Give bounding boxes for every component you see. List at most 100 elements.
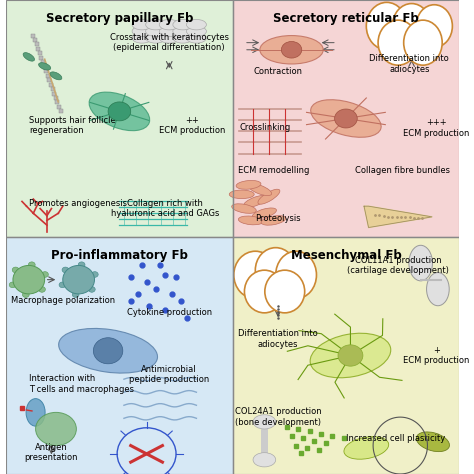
Ellipse shape: [93, 337, 123, 364]
Text: ECM remodelling: ECM remodelling: [238, 166, 309, 175]
Ellipse shape: [366, 2, 407, 50]
Text: Secretory papillary Fb: Secretory papillary Fb: [46, 12, 193, 25]
Ellipse shape: [72, 292, 79, 298]
Ellipse shape: [392, 4, 431, 49]
Text: Mesenchymal Fb: Mesenchymal Fb: [291, 249, 401, 262]
Ellipse shape: [173, 19, 193, 30]
Bar: [6, 237, 233, 474]
Ellipse shape: [146, 19, 165, 30]
Ellipse shape: [59, 282, 66, 288]
Text: Increased cell plasticity: Increased cell plasticity: [346, 434, 446, 443]
Text: Interaction with
T cells and macrophages: Interaction with T cells and macrophages: [29, 374, 134, 393]
Ellipse shape: [38, 63, 51, 70]
Ellipse shape: [62, 267, 69, 273]
Ellipse shape: [244, 195, 267, 208]
Text: COL24A1 production
(bone development): COL24A1 production (bone development): [235, 408, 321, 427]
Text: Crosstalk with keratinocytes
(epidermal differentiation): Crosstalk with keratinocytes (epidermal …: [110, 33, 229, 52]
Ellipse shape: [59, 328, 157, 373]
Ellipse shape: [132, 26, 152, 36]
Bar: [233, 0, 459, 237]
Text: ++
ECM production: ++ ECM production: [159, 116, 225, 135]
Ellipse shape: [276, 251, 317, 299]
Text: +
ECM production: + ECM production: [403, 346, 470, 365]
Text: +++
ECM production: +++ ECM production: [403, 118, 470, 137]
Ellipse shape: [344, 437, 389, 459]
Ellipse shape: [186, 33, 206, 43]
Ellipse shape: [416, 432, 449, 452]
Ellipse shape: [229, 190, 254, 199]
Ellipse shape: [63, 265, 94, 294]
Ellipse shape: [255, 248, 296, 292]
Ellipse shape: [159, 19, 179, 30]
Ellipse shape: [78, 262, 85, 267]
Ellipse shape: [22, 292, 29, 298]
Ellipse shape: [23, 53, 35, 61]
Ellipse shape: [310, 100, 381, 137]
Text: Contraction: Contraction: [254, 67, 302, 75]
Ellipse shape: [12, 267, 19, 273]
Ellipse shape: [108, 102, 131, 121]
Ellipse shape: [89, 92, 150, 131]
Text: Differentiation into
adiocytes: Differentiation into adiocytes: [238, 329, 318, 348]
Ellipse shape: [253, 415, 276, 429]
Ellipse shape: [186, 19, 206, 30]
Ellipse shape: [28, 262, 35, 267]
Ellipse shape: [248, 183, 272, 196]
Ellipse shape: [236, 181, 261, 189]
Text: Antimicrobial
peptide production: Antimicrobial peptide production: [129, 365, 210, 384]
Ellipse shape: [245, 270, 284, 313]
Ellipse shape: [253, 453, 276, 467]
Ellipse shape: [13, 265, 45, 294]
Text: Differentiation into
adiocytes: Differentiation into adiocytes: [369, 55, 449, 73]
Ellipse shape: [38, 287, 46, 292]
Ellipse shape: [232, 204, 256, 213]
Ellipse shape: [409, 246, 432, 281]
Text: Collagen fibre bundles: Collagen fibre bundles: [355, 166, 450, 175]
Ellipse shape: [427, 273, 449, 306]
Ellipse shape: [378, 20, 418, 65]
Ellipse shape: [282, 42, 302, 58]
Polygon shape: [364, 206, 432, 228]
Text: Collagen rich with
hyaluronic acid and GAGs: Collagen rich with hyaluronic acid and G…: [110, 199, 219, 218]
Ellipse shape: [36, 412, 76, 446]
Ellipse shape: [260, 36, 323, 64]
Text: Antigen
presentation: Antigen presentation: [25, 443, 78, 462]
Text: Promotes angiogenesis: Promotes angiogenesis: [29, 200, 127, 208]
Ellipse shape: [404, 20, 442, 65]
Text: Cytokine production: Cytokine production: [127, 309, 212, 317]
Ellipse shape: [132, 33, 152, 43]
Ellipse shape: [265, 270, 305, 313]
Ellipse shape: [173, 26, 193, 36]
Ellipse shape: [234, 251, 277, 299]
Ellipse shape: [258, 189, 280, 204]
Text: Secretory reticular Fb: Secretory reticular Fb: [273, 12, 419, 25]
Text: Supports hair follicle
regeneration: Supports hair follicle regeneration: [29, 116, 116, 135]
Ellipse shape: [91, 272, 98, 277]
Ellipse shape: [42, 272, 48, 277]
Ellipse shape: [9, 282, 16, 288]
Bar: [6, 0, 233, 237]
Ellipse shape: [338, 345, 363, 366]
Ellipse shape: [26, 399, 45, 426]
Ellipse shape: [89, 287, 95, 292]
Ellipse shape: [146, 26, 165, 36]
Ellipse shape: [186, 26, 206, 36]
Ellipse shape: [310, 333, 391, 378]
Ellipse shape: [132, 19, 152, 30]
Ellipse shape: [252, 208, 276, 219]
Ellipse shape: [238, 216, 263, 225]
Text: Macrophage polarization: Macrophage polarization: [11, 297, 115, 305]
Text: COL11A1 production
(cartilage development): COL11A1 production (cartilage developmen…: [347, 256, 449, 275]
Text: Proteolysis: Proteolysis: [255, 214, 301, 222]
Text: Pro-inflammatory Fb: Pro-inflammatory Fb: [51, 249, 188, 262]
Text: Crosslinking: Crosslinking: [239, 124, 291, 132]
Bar: [233, 237, 459, 474]
Ellipse shape: [261, 216, 286, 225]
Ellipse shape: [173, 33, 193, 43]
Ellipse shape: [159, 26, 179, 36]
Ellipse shape: [50, 72, 62, 80]
Ellipse shape: [335, 109, 357, 128]
Ellipse shape: [159, 33, 179, 43]
Ellipse shape: [416, 5, 452, 47]
Ellipse shape: [146, 33, 165, 43]
